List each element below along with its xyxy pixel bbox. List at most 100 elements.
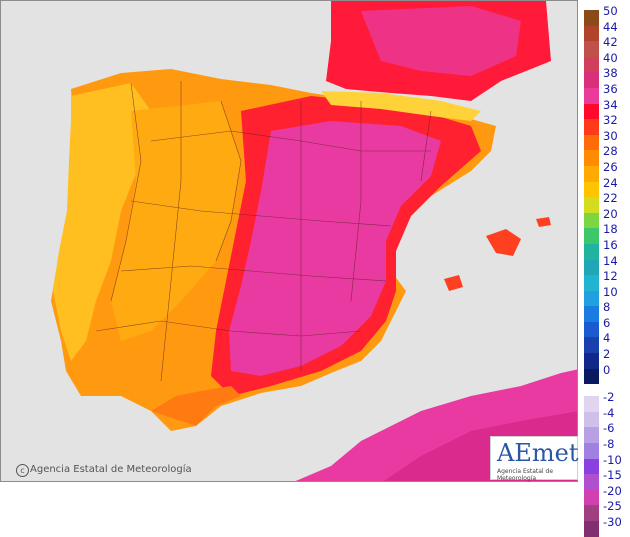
legend-label: 28	[603, 144, 618, 159]
legend-label: 0	[603, 362, 611, 377]
legend-swatch	[584, 197, 599, 213]
copyright-text: Agencia Estatal de Meteorología	[30, 464, 192, 475]
legend-swatch	[584, 165, 599, 182]
legend-swatch	[584, 72, 599, 88]
logo-wordmark: AEmet	[497, 439, 579, 467]
legend-swatch	[584, 150, 599, 166]
legend-label: 24	[603, 175, 618, 190]
legend-swatch	[584, 25, 599, 42]
legend-swatch	[584, 10, 599, 26]
legend-swatch	[584, 41, 599, 57]
legend-swatch	[584, 353, 599, 369]
legend-swatch	[584, 181, 599, 198]
legend-row: 8	[584, 300, 628, 322]
legend-label: 12	[603, 269, 618, 284]
legend-row: 0	[584, 363, 628, 385]
west-cool-zone	[53, 83, 151, 361]
aemet-logo: AEmet Agencia Estatal de Meteorología	[490, 436, 579, 482]
ibiza-island	[444, 275, 463, 291]
legend-row: 26	[584, 160, 628, 182]
legend-swatch	[584, 228, 599, 244]
legend-row: -10	[584, 453, 628, 475]
temperature-map	[0, 0, 578, 482]
legend-row: 24	[584, 176, 628, 198]
interior-extreme-zone	[229, 121, 441, 376]
legend-swatch	[584, 396, 599, 412]
legend-label: 10	[603, 284, 618, 299]
legend-label: 8	[603, 300, 611, 315]
legend-label: 50	[603, 4, 618, 18]
legend-row: 28	[584, 144, 628, 166]
legend-label: 36	[603, 81, 618, 96]
legend-row: 6	[584, 316, 628, 338]
legend-swatch	[584, 56, 599, 73]
legend-row: 30	[584, 129, 628, 151]
legend-swatch	[584, 458, 599, 475]
legend-label: -8	[603, 437, 615, 452]
legend-label: 2	[603, 347, 611, 362]
pyrenees-zone	[321, 91, 481, 121]
legend-label: 34	[603, 97, 618, 112]
legend-negative-scale: -2 -4 -6 -8 -10 -15 -20 -25 -30	[584, 390, 628, 537]
legend-label: -4	[603, 405, 615, 420]
legend-label: -20	[603, 483, 622, 498]
legend-positive-scale: 50 44 42 40 38 36 34 32 30 28 26 24 22 20 18 16 14 12 10 8 6…	[584, 4, 628, 385]
legend-label: -15	[603, 468, 622, 483]
legend-row: 22	[584, 191, 628, 213]
legend-swatch	[584, 368, 599, 385]
legend-swatch	[584, 103, 599, 120]
legend-swatch	[584, 119, 599, 135]
map-canvas	[1, 1, 577, 481]
legend-row: 4	[584, 331, 628, 354]
legend-label: 40	[603, 50, 618, 65]
legend-label: 16	[603, 237, 618, 252]
legend-label: -25	[603, 499, 622, 514]
legend-row: 34	[584, 98, 628, 120]
temperature-legend: 50 44 42 40 38 36 34 32 30 28 26 24 22 20 18 16 14 12 10 8 6…	[584, 4, 628, 537]
legend-label: 20	[603, 206, 618, 221]
legend-swatch	[584, 87, 599, 104]
legend-label: 32	[603, 113, 618, 128]
legend-swatch	[584, 427, 599, 444]
legend-swatch	[584, 134, 599, 151]
legend-swatch	[584, 443, 599, 459]
legend-label: 30	[603, 128, 618, 143]
legend-row: 14	[584, 254, 628, 276]
province-borders	[95, 81, 432, 382]
legend-swatch	[584, 489, 599, 506]
copyright-icon: c	[16, 464, 29, 477]
legend-swatch	[584, 243, 599, 260]
legend-row: -6	[584, 421, 628, 444]
legend-label: 26	[603, 159, 618, 174]
south-coast-zone	[151, 386, 241, 426]
legend-label: 44	[603, 19, 618, 34]
legend-label: 38	[603, 66, 618, 81]
legend-row: 10	[584, 285, 628, 307]
legend-row: -4	[584, 406, 628, 428]
legend-row: 32	[584, 113, 628, 135]
legend-swatch	[584, 521, 599, 537]
legend-swatch	[584, 337, 599, 354]
legend-label: 4	[603, 331, 611, 346]
legend-row: 42	[584, 35, 628, 57]
legend-row: 2	[584, 347, 628, 369]
legend-swatch	[584, 474, 599, 490]
legend-label: -10	[603, 452, 622, 467]
legend-label: 42	[603, 35, 618, 50]
mallorca-island	[486, 229, 521, 256]
legend-swatch	[584, 321, 599, 338]
legend-swatch	[584, 212, 599, 229]
legend-label: -6	[603, 421, 615, 436]
legend-label: 18	[603, 222, 618, 237]
legend-swatch	[584, 411, 599, 428]
legend-swatch	[584, 290, 599, 307]
legend-swatch	[584, 275, 599, 291]
legend-swatch	[584, 505, 599, 521]
legend-row: 18	[584, 222, 628, 244]
menorca-island	[536, 217, 551, 227]
legend-row: 44	[584, 20, 628, 42]
legend-row: 50	[584, 4, 628, 26]
legend-swatch	[584, 259, 599, 276]
legend-row: 12	[584, 269, 628, 291]
legend-label: 6	[603, 315, 611, 330]
